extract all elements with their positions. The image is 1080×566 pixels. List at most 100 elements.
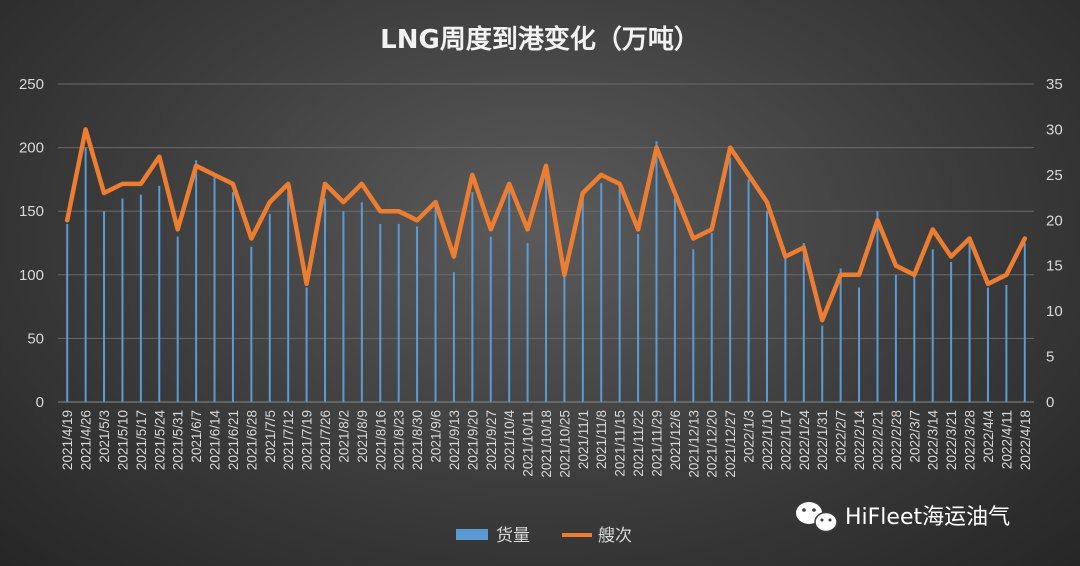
x-tick: 2021/8/16 [373, 410, 388, 470]
bar [287, 192, 290, 402]
bar [195, 160, 198, 402]
bar [452, 272, 455, 402]
y-tick-right: 10 [1046, 303, 1063, 320]
bar [545, 167, 547, 402]
x-tick: 2021/9/27 [484, 410, 499, 470]
x-tick: 2021/4/19 [60, 410, 75, 470]
x-tick: 2022/1/24 [797, 410, 812, 471]
x-tick: 2021/12/6 [668, 410, 683, 470]
x-tick: 2022/3/21 [944, 410, 959, 470]
bar [894, 274, 897, 402]
legend-swatch-bar [456, 529, 488, 540]
bar [655, 141, 658, 403]
bar [692, 249, 695, 402]
x-tick: 2022/3/28 [963, 410, 978, 470]
bar [600, 183, 603, 402]
x-tick: 2021/8/23 [392, 410, 407, 470]
bar [913, 274, 916, 402]
bar [416, 226, 419, 402]
bar [950, 262, 953, 402]
bar [673, 198, 676, 402]
bar [931, 249, 934, 402]
bar [139, 194, 142, 402]
x-tick: 2021/8/30 [410, 410, 425, 470]
x-tick: 2021/12/13 [686, 410, 701, 478]
y-axis-left: 0 50 100 150 200 250 [19, 76, 44, 411]
bar [213, 175, 216, 402]
x-tick: 2021/10/18 [539, 410, 554, 478]
x-tick: 2021/7/5 [263, 410, 278, 463]
watermark-text: HiFleet海运油气 [845, 505, 1010, 530]
bar [765, 211, 768, 402]
y-tick-left: 150 [19, 203, 44, 220]
x-tick: 2022/3/14 [926, 410, 941, 471]
bar [637, 234, 640, 402]
y-axis-right: 0 5 10 15 20 25 30 35 [1046, 76, 1063, 411]
bar [710, 232, 713, 402]
x-tick: 2021/4/26 [79, 410, 94, 470]
series-line [64, 127, 1028, 323]
x-tick: 2022/1/10 [760, 410, 775, 470]
x-tick: 2022/2/21 [870, 410, 885, 470]
bar [986, 287, 989, 402]
bar [618, 188, 621, 402]
wechat-icon [796, 502, 838, 533]
y-tick-right: 20 [1046, 212, 1063, 229]
x-tick: 2021/11/8 [594, 410, 609, 469]
bar [158, 185, 161, 402]
x-tick: 2021/7/12 [281, 410, 296, 470]
x-tick: 2022/4/18 [1018, 410, 1033, 470]
x-tick: 2021/8/9 [355, 410, 370, 463]
legend-label-line: 艘次 [598, 526, 632, 546]
x-tick: 2021/6/28 [244, 410, 259, 470]
x-tick: 2021/10/4 [502, 410, 517, 471]
bar [1023, 243, 1026, 402]
bar [489, 236, 492, 402]
bar [858, 287, 861, 402]
bar [434, 204, 437, 402]
x-tick: 2021/5/3 [97, 410, 112, 463]
x-tick: 2021/9/6 [429, 410, 444, 463]
bar [471, 192, 474, 402]
y-tick-right: 0 [1046, 394, 1054, 411]
y-tick-right: 5 [1046, 349, 1054, 366]
x-tick: 2021/11/22 [631, 410, 646, 477]
x-tick: 2021/9/20 [465, 410, 480, 470]
bar [121, 198, 124, 402]
x-tick: 2022/2/28 [889, 410, 904, 470]
bar [231, 192, 234, 402]
bar [526, 243, 529, 402]
y-tick-right: 15 [1046, 258, 1063, 275]
x-tick: 2021/7/26 [318, 410, 333, 470]
y-tick-left: 250 [19, 76, 44, 93]
chart-title: LNG周度到港变化（万吨） [380, 24, 700, 55]
x-tick: 2021/9/13 [447, 410, 462, 470]
bar [268, 213, 271, 402]
x-tick: 2021/11/1 [576, 410, 591, 469]
bar [729, 157, 732, 402]
x-tick: 2022/2/7 [834, 410, 849, 463]
x-tick: 2021/8/2 [336, 410, 351, 463]
bar [968, 243, 971, 402]
x-tick: 2022/1/17 [778, 410, 793, 470]
x-tick: 2022/2/14 [852, 410, 867, 471]
y-tick-right: 35 [1046, 76, 1063, 93]
legend-label-bar: 货量 [496, 526, 530, 546]
x-tick: 2021/6/7 [189, 410, 204, 463]
bar [802, 243, 805, 402]
x-axis: 2021/4/19 2021/4/26 2021/5/3 2021/5/10 2021/… [60, 410, 1033, 478]
bar [563, 274, 566, 402]
x-tick: 2021/5/31 [171, 410, 186, 470]
x-tick: 2021/11/15 [613, 410, 628, 477]
x-tick: 2021/10/25 [557, 410, 572, 478]
y-tick-left: 200 [19, 140, 44, 157]
line-series [64, 127, 1028, 323]
bar [747, 179, 750, 402]
bar [103, 211, 106, 402]
x-tick: 2021/5/17 [134, 410, 149, 470]
bar [876, 211, 879, 402]
bar [305, 287, 308, 402]
x-tick: 2021/7/19 [300, 410, 315, 470]
y-tick-right: 30 [1046, 121, 1063, 138]
